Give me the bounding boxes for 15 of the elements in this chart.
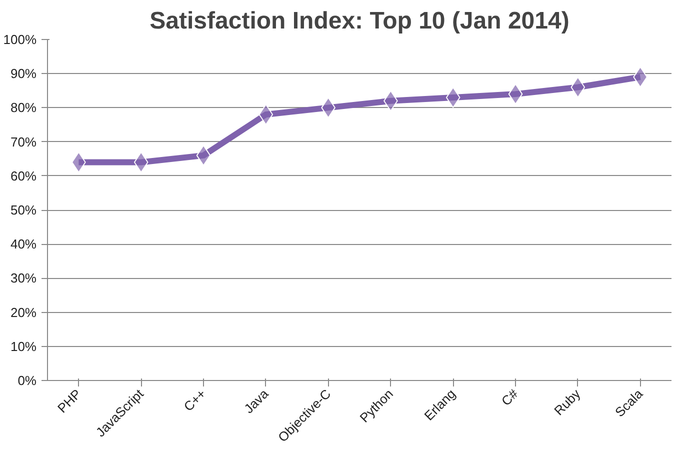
y-tick-label: 0%: [18, 373, 37, 388]
y-tick-label: 70%: [10, 134, 37, 150]
y-tick-label: 30%: [10, 270, 37, 286]
y-tick-label: 80%: [10, 100, 37, 116]
y-tick-label: 10%: [10, 338, 37, 354]
y-tick-label: 20%: [10, 304, 37, 320]
x-tick-label: C#: [498, 386, 522, 409]
x-tick-label: Java: [241, 386, 272, 416]
chart-title: Satisfaction Index: Top 10 (Jan 2014): [150, 8, 570, 34]
y-tick-label: 100%: [3, 32, 37, 47]
y-tick-label: 60%: [10, 168, 37, 184]
y-tick-label: 40%: [10, 236, 37, 252]
y-tick-label: 90%: [10, 66, 37, 82]
x-tick-label: C++: [180, 386, 209, 414]
y-tick-label: 50%: [10, 202, 37, 218]
